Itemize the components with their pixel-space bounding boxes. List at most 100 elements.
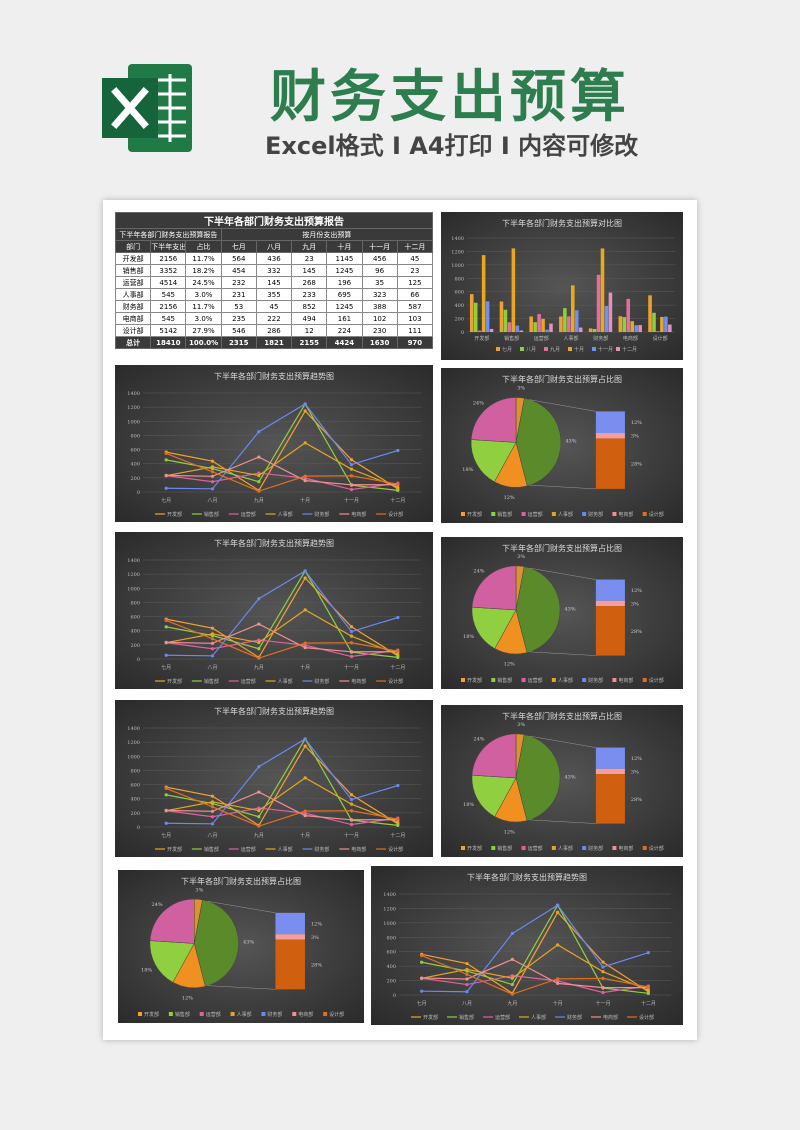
bar bbox=[545, 329, 549, 332]
legend-label: 人事部 bbox=[278, 846, 293, 853]
bar bbox=[563, 308, 567, 332]
series-line bbox=[166, 737, 398, 826]
x-tick-label: 七月 bbox=[161, 664, 171, 671]
point bbox=[164, 821, 168, 825]
stack-label: 3% bbox=[311, 935, 319, 941]
point bbox=[510, 931, 514, 936]
cell: 1821 bbox=[255, 336, 293, 349]
header-row: 部门下半年支出预算占比七月八月九月十月十一月十二月 bbox=[114, 240, 434, 253]
cell: 18410 bbox=[150, 336, 187, 349]
legend-label: 设计部 bbox=[649, 845, 664, 852]
point bbox=[303, 479, 307, 483]
cell: 232 bbox=[220, 276, 257, 289]
point bbox=[303, 409, 307, 413]
cell: 230 bbox=[361, 324, 398, 337]
point bbox=[349, 641, 354, 645]
cell: 电商部 bbox=[114, 312, 152, 325]
legend-swatch bbox=[521, 846, 526, 850]
point bbox=[164, 458, 168, 462]
line-chart: 下半年各部门财务支出预算趋势图 0 200 400 600 800 1000 1200 1400… bbox=[115, 365, 433, 522]
pie-slice bbox=[471, 606, 517, 649]
stack-segment bbox=[595, 600, 625, 607]
point bbox=[257, 489, 261, 493]
cell: 35 bbox=[361, 276, 398, 289]
cell: 323 bbox=[361, 288, 398, 301]
point bbox=[349, 462, 354, 467]
legend-label: 电商部 bbox=[351, 511, 366, 518]
cell: 2155 bbox=[291, 336, 328, 349]
cell: 2156 bbox=[150, 252, 187, 265]
point bbox=[510, 976, 514, 980]
bar bbox=[485, 301, 490, 332]
point bbox=[303, 737, 307, 741]
y-tick-label: 800 bbox=[454, 276, 464, 282]
point bbox=[303, 776, 307, 780]
cell: 下半年各部门财务支出预算报告 bbox=[115, 228, 222, 241]
cell: 145 bbox=[255, 276, 293, 289]
bar bbox=[592, 328, 597, 332]
bar bbox=[664, 316, 668, 332]
point bbox=[556, 977, 560, 981]
legend-label: 十一月 bbox=[598, 346, 613, 353]
cell: 545 bbox=[150, 288, 187, 301]
y-tick-label: 600 bbox=[454, 290, 464, 296]
slice-label: 43% bbox=[565, 774, 576, 780]
bar bbox=[549, 323, 553, 332]
legend-label: 销售部 bbox=[175, 1011, 190, 1018]
point bbox=[349, 802, 354, 806]
legend-swatch bbox=[592, 347, 596, 351]
series-line bbox=[166, 456, 398, 486]
point bbox=[556, 943, 560, 947]
legend-swatch bbox=[461, 512, 465, 516]
point bbox=[257, 806, 261, 810]
x-tick-label: 十一月 bbox=[344, 497, 359, 504]
cell: 4424 bbox=[326, 336, 363, 349]
series-line bbox=[166, 745, 399, 827]
point bbox=[396, 485, 400, 489]
cell: 23 bbox=[396, 264, 434, 277]
point bbox=[257, 640, 261, 645]
y-tick-label: 600 bbox=[130, 615, 140, 621]
x-tick-label: 十二月 bbox=[390, 497, 405, 504]
slice-label: 43% bbox=[565, 439, 576, 445]
slice-label: 24% bbox=[473, 569, 484, 575]
slice-label: 3% bbox=[517, 554, 525, 560]
y-tick-label: 0 bbox=[393, 993, 396, 999]
chart-title: 下半年各部门财务支出预算趋势图 bbox=[467, 872, 587, 882]
legend-label: 人事部 bbox=[558, 845, 573, 852]
cell: 100.0% bbox=[185, 336, 222, 349]
y-tick-label: 1000 bbox=[383, 921, 396, 927]
point bbox=[303, 744, 307, 748]
stack-segment bbox=[595, 774, 625, 824]
cell: 103 bbox=[396, 312, 434, 325]
series-line bbox=[166, 623, 398, 653]
x-tick-label: 八月 bbox=[207, 833, 217, 839]
stack-segment bbox=[595, 438, 625, 489]
title-row: 下半年各部门财务支出预算报告 bbox=[115, 212, 433, 229]
series-line bbox=[421, 958, 649, 989]
point bbox=[210, 637, 215, 641]
cell: 十月 bbox=[326, 240, 363, 253]
stack-label: 28% bbox=[311, 962, 322, 968]
slice-label: 3% bbox=[195, 887, 203, 893]
bar bbox=[537, 314, 541, 332]
cell: 设计部 bbox=[114, 324, 152, 337]
legend-label: 销售部 bbox=[204, 511, 219, 518]
legend-swatch bbox=[199, 1012, 204, 1016]
y-tick-label: 600 bbox=[386, 950, 396, 956]
point bbox=[420, 954, 424, 958]
bar bbox=[578, 327, 583, 332]
point bbox=[349, 458, 354, 462]
point bbox=[210, 480, 215, 484]
legend-label: 财务部 bbox=[567, 1014, 582, 1021]
cell: 2315 bbox=[220, 336, 257, 349]
cell: 268 bbox=[291, 276, 328, 289]
point bbox=[210, 794, 215, 798]
legend-swatch bbox=[544, 347, 548, 351]
x-tick-label: 十二月 bbox=[641, 1000, 656, 1007]
stack-label: 12% bbox=[631, 756, 642, 762]
point bbox=[164, 618, 168, 622]
point bbox=[210, 474, 215, 478]
y-tick-label: 1400 bbox=[383, 892, 396, 898]
y-tick-label: 0 bbox=[461, 330, 464, 336]
